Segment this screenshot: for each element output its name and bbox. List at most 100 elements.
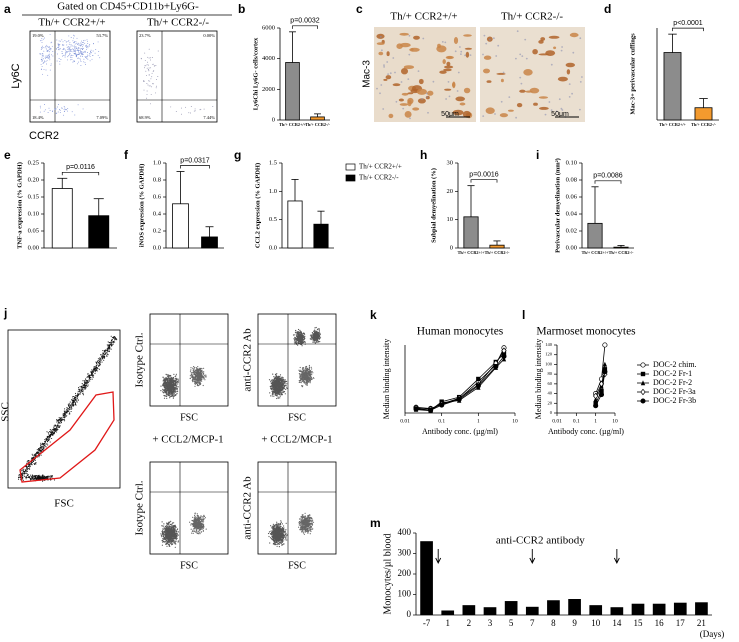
flow-dot: [155, 85, 157, 87]
flow-dot: [77, 46, 79, 48]
flow-dot: [29, 467, 31, 469]
flow-dot: [270, 387, 272, 389]
flow-dot: [86, 46, 88, 47]
flow-dot: [21, 470, 23, 472]
flow-dot: [310, 338, 312, 341]
flow-dot: [301, 341, 303, 343]
flow-dot: [309, 375, 311, 378]
flow-dot: [201, 371, 204, 373]
flow-dot: [87, 385, 89, 387]
flow-dot: [190, 112, 191, 114]
flow-dot: [75, 46, 77, 48]
panel-letter: k: [370, 308, 377, 322]
flow-dot: [52, 51, 54, 53]
flow-dot: [90, 374, 92, 376]
flow-dot: [171, 383, 173, 385]
stained-cell: [462, 110, 471, 118]
flow-dot: [318, 329, 320, 331]
flow-dot: [51, 475, 53, 477]
flow-dot: [276, 378, 278, 380]
flow-dot: [74, 48, 76, 50]
flow-dot: [62, 415, 64, 417]
flow-dot: [170, 106, 172, 108]
flow-dot: [74, 51, 76, 53]
flow-dot: [302, 374, 304, 376]
flow-dot: [56, 39, 58, 41]
flow-dot: [76, 44, 78, 46]
flow-dot: [92, 375, 94, 377]
nucleus: [579, 37, 582, 40]
flow-dot: [38, 474, 40, 476]
flow-dot: [40, 107, 41, 109]
flow-dot: [198, 381, 200, 383]
flow-dot: [25, 472, 27, 474]
flow-dot: [77, 399, 79, 401]
nucleus: [515, 116, 517, 119]
flow-dot: [299, 338, 301, 340]
flow-dot: [85, 388, 87, 390]
flow-dot: [300, 379, 302, 381]
flow-dot: [69, 401, 71, 403]
flow-dot: [25, 470, 27, 472]
flow-dot: [177, 379, 179, 381]
flow-dot: [177, 386, 179, 388]
flow-dot: [57, 43, 59, 45]
flow-dot: [110, 335, 112, 337]
flow-dot: [205, 376, 207, 378]
flow-dot: [52, 110, 54, 112]
flow-dot: [169, 384, 171, 386]
nucleus: [558, 98, 561, 101]
flow-dot: [174, 383, 176, 385]
flow-dot: [175, 379, 177, 381]
flow-dot: [147, 56, 149, 58]
flow-dot: [42, 73, 43, 75]
flow-dot: [201, 380, 203, 382]
flow-dot: [58, 425, 60, 427]
flow-dot: [272, 392, 274, 394]
flow-dot: [75, 396, 77, 399]
flow-dot: [274, 381, 276, 383]
flow-dot: [306, 383, 308, 385]
flow-dot: [148, 74, 150, 76]
flow-dot: [40, 475, 42, 477]
flow-dot: [168, 382, 170, 384]
flow-dot: [106, 344, 108, 346]
flow-dot: [47, 58, 49, 60]
flow-dot: [188, 112, 190, 114]
flow-dot: [73, 401, 75, 403]
flow-dot: [171, 525, 173, 527]
flow-dot: [110, 342, 112, 344]
nucleus: [572, 51, 575, 54]
scale-label: 50μm: [551, 111, 569, 118]
flow-dot: [275, 385, 277, 387]
flow-dot: [41, 475, 43, 477]
flow-dot: [83, 58, 85, 60]
flow-dot: [59, 425, 61, 427]
nucleus: [500, 100, 503, 103]
flow-dot: [197, 378, 200, 380]
flow-dot: [43, 50, 45, 52]
flow-dot: [276, 397, 278, 400]
flow-dot: [77, 104, 79, 106]
flow-dot: [310, 371, 312, 373]
flow-dot: [97, 41, 99, 43]
flow-dot: [194, 366, 196, 369]
flow-dot: [28, 476, 30, 478]
flow-dot: [95, 364, 97, 366]
stained-cell: [463, 34, 472, 37]
flow-dot: [49, 59, 51, 61]
flow-dot: [67, 410, 69, 412]
flow-dot: [49, 110, 51, 112]
flow-dot: [54, 428, 56, 430]
flow-dot: [50, 49, 52, 51]
flow-dot: [162, 380, 164, 382]
flow-dot: [203, 374, 205, 376]
flow-dot: [66, 415, 68, 417]
flow-dot: [196, 382, 198, 384]
flow-dot: [195, 370, 197, 372]
flow-dot: [26, 470, 29, 472]
flow-dot: [276, 375, 278, 377]
flow-dot: [72, 48, 74, 50]
flow-dot: [194, 371, 196, 373]
flow-dot: [58, 40, 60, 42]
